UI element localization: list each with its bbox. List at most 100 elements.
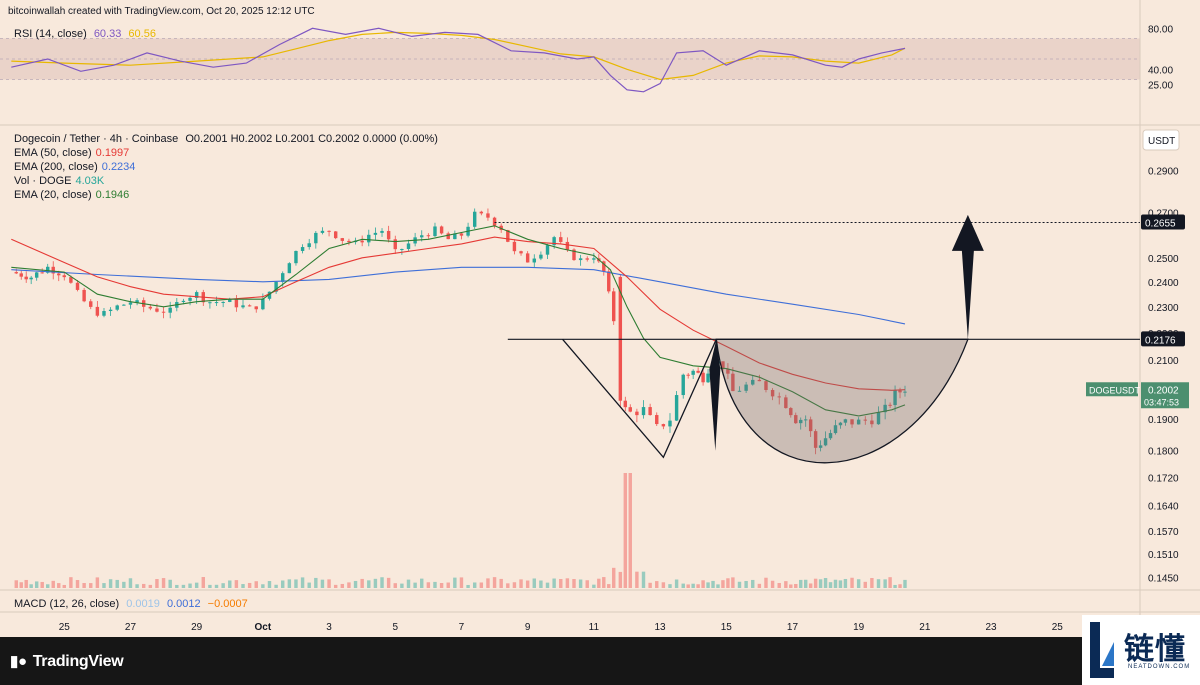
tradingview-logo[interactable]: ▮● TradingView: [10, 652, 124, 671]
volume-bar: [89, 583, 93, 588]
price-tick-label: 0.1800: [1148, 447, 1179, 458]
candle-body: [426, 235, 431, 237]
candle-body: [51, 266, 55, 274]
volume-bar: [420, 578, 424, 588]
neckline-badge-bg: [1141, 331, 1185, 347]
footer-bar: [0, 637, 1200, 685]
breakout-arrow: [951, 214, 984, 340]
volume-bar: [777, 583, 781, 588]
volume-bar: [716, 584, 720, 588]
volume-bar: [472, 582, 477, 588]
volume-bar: [228, 580, 232, 588]
volume-bar: [29, 584, 33, 588]
volume-label[interactable]: Vol · DOGE: [14, 175, 72, 187]
volume-bar: [34, 581, 39, 588]
candle-body: [777, 396, 781, 398]
time-tick-label: Oct: [255, 622, 272, 633]
volume-bar: [870, 578, 874, 588]
candle-body: [320, 230, 325, 233]
candle-body: [373, 232, 378, 235]
candle-body: [686, 374, 690, 376]
volume-bar: [519, 579, 523, 588]
price-tick-label: 0.1570: [1148, 527, 1179, 538]
volume-bar: [95, 577, 100, 588]
candle-body: [539, 254, 543, 259]
candle-body: [188, 297, 192, 301]
volume-bar: [175, 584, 179, 588]
volume-bar: [506, 583, 510, 588]
volume-bar: [903, 579, 907, 588]
candle-body: [82, 289, 86, 302]
candle-body: [446, 233, 450, 240]
candle-body: [393, 239, 397, 250]
candle-body: [46, 266, 50, 273]
volume-bar: [241, 584, 245, 588]
time-tick-label: 27: [125, 622, 137, 633]
volume-bar: [808, 583, 813, 588]
symbol-badge: DOGEUSDT: [1089, 385, 1141, 395]
volume-bar: [426, 582, 431, 588]
ema20-label[interactable]: EMA (20, close): [14, 189, 92, 201]
candle-body: [794, 415, 798, 424]
ema50-label[interactable]: EMA (50, close): [14, 147, 92, 159]
candle-body: [333, 231, 338, 239]
watermark-l-icon: [1090, 622, 1114, 678]
volume-bar: [247, 582, 252, 588]
candle-body: [29, 277, 33, 280]
candle-body: [883, 404, 887, 413]
candle-body: [57, 273, 61, 276]
rsi-ma-legend-value: 60.56: [128, 28, 156, 40]
candle-body: [655, 415, 659, 425]
rsi-tick-label: 40.00: [1148, 65, 1173, 76]
candle-body: [888, 404, 892, 406]
candle-body: [294, 250, 298, 264]
time-tick-label: 9: [525, 622, 531, 633]
volume-bar: [696, 584, 700, 588]
volume-bar: [635, 571, 639, 588]
candle-body: [572, 249, 576, 261]
volume-bar: [823, 578, 828, 588]
volume-bar: [628, 473, 632, 588]
volume-bar: [380, 577, 384, 588]
volume-bar: [784, 581, 788, 588]
cup-shape: [715, 338, 969, 464]
volume-bar: [525, 580, 530, 588]
candle-body: [808, 419, 813, 432]
volume-bar: [406, 579, 411, 588]
volume-bar: [744, 580, 748, 588]
candle-body: [893, 390, 897, 406]
volume-bar: [757, 583, 762, 588]
volume-bar: [479, 582, 484, 588]
volume-bar: [552, 578, 556, 588]
candle-body: [89, 301, 93, 307]
volume-bar: [141, 583, 146, 588]
macd-legend-name[interactable]: MACD (12, 26, close): [14, 598, 120, 610]
ohlc-values: O0.2001 H0.2002 L0.2001 C0.2002 0.0000 (…: [185, 133, 438, 145]
ema200-label[interactable]: EMA (200, close): [14, 161, 98, 173]
rsi-legend: RSI (14, close) 60.33 60.56: [14, 27, 160, 41]
volume-bar: [731, 577, 735, 588]
volume-bar: [572, 579, 576, 588]
candle-body: [828, 433, 833, 439]
candle-body: [559, 237, 563, 242]
spike-shape: [709, 339, 721, 451]
candle-body: [281, 273, 285, 282]
candle-body: [607, 271, 611, 292]
volume-bar: [14, 580, 18, 588]
candle-body: [691, 370, 695, 375]
time-tick-label: 13: [654, 622, 666, 633]
volume-bar: [623, 473, 628, 588]
candle-body: [757, 379, 762, 382]
candle-body: [903, 391, 907, 393]
candle-body: [267, 291, 272, 299]
last-price-badge: 0.2002: [1148, 385, 1179, 396]
volume-bar: [532, 578, 536, 588]
volume-bar: [201, 577, 205, 588]
symbol-badge-bg: [1086, 382, 1138, 397]
candle-body: [545, 245, 550, 255]
candle-body: [261, 298, 265, 310]
volume-bar: [565, 578, 570, 588]
symbol-title[interactable]: Dogecoin / Tether · 4h · Coinbase: [14, 133, 179, 145]
candle-body: [14, 272, 18, 274]
candle-body: [803, 419, 808, 421]
